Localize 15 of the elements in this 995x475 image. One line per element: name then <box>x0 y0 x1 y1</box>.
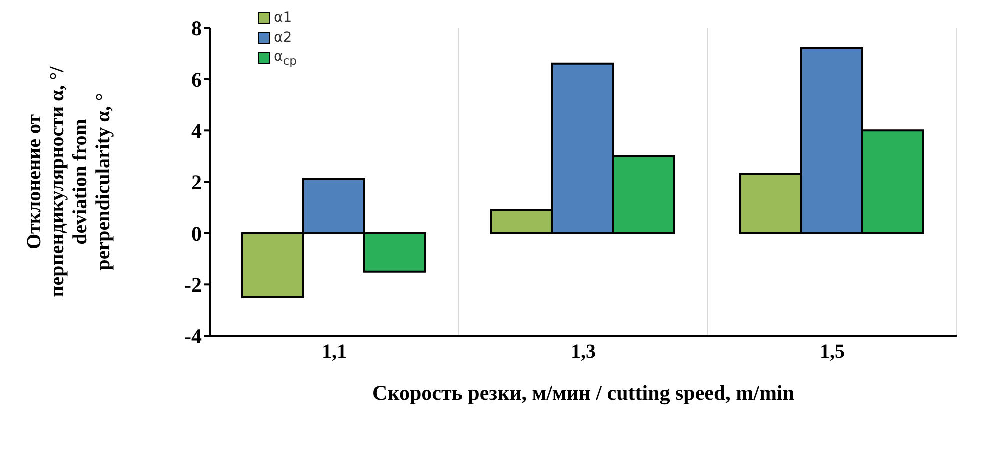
y-tick-label: -2 <box>184 273 202 298</box>
y-tick-label: 0 <box>192 222 202 246</box>
y-tick-label: 6 <box>192 68 202 92</box>
x-axis-title: Скорость резки, м/мин / cutting speed, m/min <box>372 381 795 405</box>
y-tick-label: 4 <box>192 119 202 144</box>
y-tick-label: -4 <box>184 324 202 348</box>
y-tick-label: 2 <box>192 170 202 194</box>
x-tick-label: 1,5 <box>820 341 845 364</box>
y-axis-title: Отклонение от перпендикулярности α, °/ deviation from perpendicularity α, ° <box>24 66 114 298</box>
legend-label: α2 <box>274 30 292 46</box>
legend-label: α$_{ср}$ <box>274 48 298 68</box>
legend-label: α1 <box>274 10 292 26</box>
x-tick-label: 1,1 <box>322 341 347 364</box>
y-tick-label: 8 <box>192 16 202 40</box>
x-tick-label: 1,3 <box>571 341 596 364</box>
